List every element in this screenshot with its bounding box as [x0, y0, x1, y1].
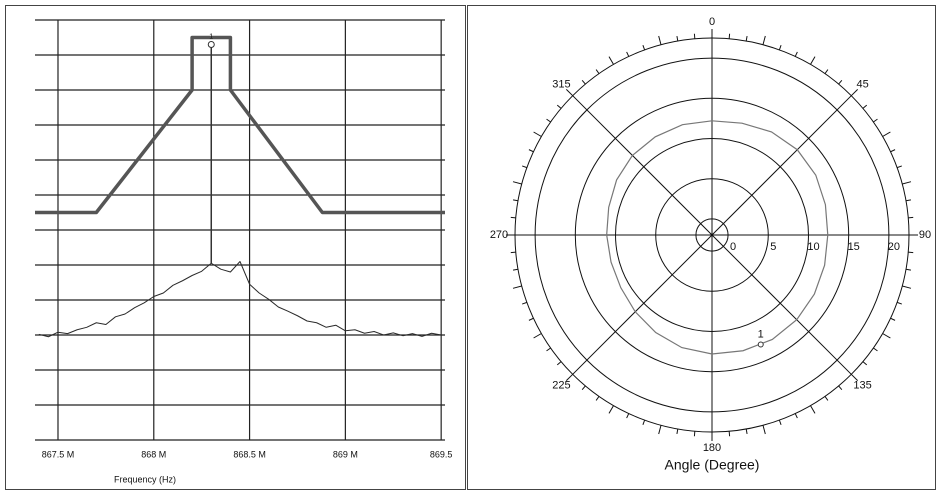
angle-minor-tick [512, 199, 519, 202]
spoke [572, 95, 713, 236]
polar-axis-label: Angle (Degree) [665, 457, 760, 473]
angle-minor-tick [902, 285, 912, 289]
angle-minor-tick [838, 385, 843, 391]
marker [207, 41, 215, 48]
marker-label: 1 [209, 33, 213, 40]
angle-minor-tick [512, 181, 522, 185]
angle-minor-tick [778, 419, 782, 425]
angle-minor-tick [890, 149, 896, 153]
angle-minor-tick [658, 35, 662, 45]
pattern-line [606, 120, 829, 355]
angle-minor-tick [608, 405, 614, 414]
angle-minor-tick [522, 301, 528, 305]
angle-minor-tick [595, 396, 600, 401]
angle-tick-label: 90 [919, 229, 931, 241]
angle-minor-tick [556, 104, 562, 109]
angle-tick-label: 135 [853, 380, 871, 392]
angle-minor-tick [762, 425, 766, 435]
x-tick-label: 869.5 [430, 449, 453, 459]
angle-minor-tick [824, 396, 829, 401]
angle-minor-tick [762, 35, 766, 45]
angle-tick-label: 180 [703, 442, 721, 454]
radial-tick-label: 20 [888, 241, 900, 253]
marker [757, 341, 764, 348]
angle-minor-tick [512, 268, 519, 271]
angle-tick-label: 225 [552, 380, 570, 392]
angle-minor-tick [642, 419, 646, 425]
spoke [711, 234, 852, 375]
angle-minor-tick [882, 131, 891, 137]
angle-minor-tick [556, 361, 562, 366]
angle-minor-tick [862, 104, 868, 109]
angle-minor-tick [528, 317, 534, 321]
angle-minor-tick [512, 285, 522, 289]
angle-minor-tick [905, 268, 912, 271]
angle-minor-tick [902, 181, 912, 185]
angle-minor-tick [546, 118, 551, 123]
angle-minor-tick [608, 56, 614, 65]
angle-minor-tick [862, 361, 868, 366]
angle-minor-tick [581, 385, 586, 391]
angle-minor-tick [794, 413, 798, 419]
angle-tick-label: 0 [709, 16, 715, 28]
angle-tick-label: 45 [856, 78, 868, 90]
radial-tick-label: 10 [807, 241, 819, 253]
angle-minor-tick [873, 118, 878, 123]
angle-minor-tick [533, 131, 542, 137]
angle-minor-tick [642, 45, 646, 51]
angle-minor-tick [581, 79, 586, 85]
angle-minor-tick [676, 428, 679, 435]
angle-minor-tick [896, 301, 902, 305]
angle-minor-tick [626, 413, 630, 419]
angle-minor-tick [595, 69, 600, 74]
radial-tick-label: 0 [730, 241, 736, 253]
trace-line [38, 261, 442, 338]
spoke [711, 95, 852, 236]
angle-minor-tick [522, 165, 528, 169]
radial-tick-label: 5 [770, 241, 776, 253]
angle-minor-tick [838, 79, 843, 85]
radial-tick-label: 15 [848, 241, 860, 253]
angle-minor-tick [896, 165, 902, 169]
angle-minor-tick [778, 45, 782, 51]
angle-minor-tick [882, 333, 891, 339]
angle-minor-tick [824, 69, 829, 74]
angle-minor-tick [565, 88, 574, 97]
x-tick-label: 868.5 M [233, 449, 266, 459]
angle-minor-tick [745, 428, 748, 435]
angle-minor-tick [676, 35, 679, 42]
angle-minor-tick [810, 56, 816, 65]
x-axis-label: Frequency (Hz) [114, 474, 176, 484]
marker-label: 1 [758, 328, 764, 340]
spectrum-panel [5, 5, 466, 490]
spoke [572, 234, 713, 375]
angle-minor-tick [658, 425, 662, 435]
angle-minor-tick [626, 51, 630, 57]
x-tick-label: 869 M [333, 449, 358, 459]
angle-minor-tick [528, 149, 534, 153]
mask-line [35, 35, 445, 215]
angle-minor-tick [565, 373, 574, 382]
angle-minor-tick [890, 317, 896, 321]
angle-minor-tick [745, 35, 748, 42]
angle-tick-label: 315 [552, 78, 570, 90]
angle-minor-tick [905, 199, 912, 202]
angle-tick-label: 270 [490, 229, 508, 241]
angle-minor-tick [850, 373, 859, 382]
x-tick-label: 867.5 M [42, 449, 75, 459]
angle-minor-tick [850, 88, 859, 97]
angle-minor-tick [533, 333, 542, 339]
angle-minor-tick [873, 347, 878, 352]
x-tick-label: 868 M [141, 449, 166, 459]
angle-minor-tick [794, 51, 798, 57]
angle-minor-tick [810, 405, 816, 414]
angle-minor-tick [546, 347, 551, 352]
